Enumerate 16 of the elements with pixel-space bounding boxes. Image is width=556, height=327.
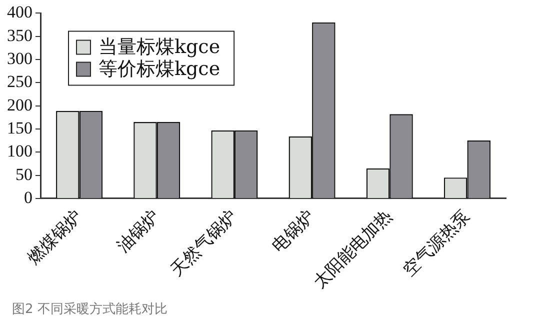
caption: 图2 不同采暖方式能耗对比 — [12, 301, 168, 318]
y-tick-label: 300 — [7, 48, 32, 68]
y-tick-label: 200 — [7, 95, 32, 114]
y-tick-label: 250 — [7, 72, 32, 92]
y-tick-label: 50 — [16, 164, 32, 184]
x-tick-label: 燃煤锅炉 — [24, 206, 86, 268]
y-tick-label: 100 — [7, 142, 32, 161]
legend-label: 当量标煤kgce — [98, 36, 220, 58]
y-tick-label: 0 — [24, 188, 32, 207]
y-tick-label: 350 — [7, 26, 32, 45]
x-tick-label: 天然气锅炉 — [166, 206, 242, 280]
x-tick-label: 油锅炉 — [113, 206, 164, 256]
y-tick-label: 150 — [7, 118, 32, 138]
legend-label: 等价标煤kgce — [98, 58, 220, 80]
y-tick-label: 400 — [7, 2, 32, 22]
x-tick-label: 空气源热泵 — [400, 206, 474, 280]
